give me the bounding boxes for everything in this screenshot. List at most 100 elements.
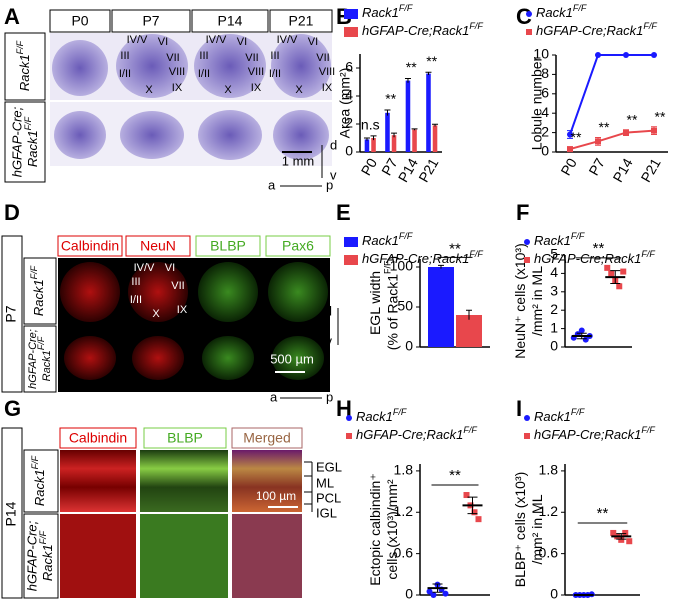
lobule-label: X: [145, 84, 153, 96]
point: [622, 529, 629, 536]
bar: [456, 315, 482, 347]
panel-label: H: [336, 396, 352, 421]
error-bar: [466, 309, 472, 320]
point: [582, 336, 589, 343]
tissue: [120, 111, 184, 159]
y-axis-label: cells (x10³)/mm²: [384, 479, 400, 580]
legend-label: hGFAP-Cre;Rack1F/F: [356, 425, 477, 442]
header-box: [111, 9, 191, 33]
significance: **: [571, 129, 582, 145]
image: [140, 450, 228, 512]
point: [475, 516, 482, 523]
point: [442, 590, 449, 597]
error-bar: [411, 128, 418, 131]
y-tick-label: 100: [390, 258, 414, 274]
legend-label: Rack1F/F: [536, 3, 587, 20]
y-axis-label: /mm² in ML: [529, 266, 545, 336]
error-bar: [370, 135, 377, 141]
compass-label: v: [330, 167, 337, 182]
panel-label: D: [4, 200, 20, 225]
row-box: [23, 257, 57, 325]
tissue: [64, 336, 116, 380]
panel-label: E: [336, 200, 351, 225]
lobule-label: I/II: [269, 68, 281, 80]
scale-bar-label: 1 mm: [282, 153, 315, 168]
tissue: [132, 336, 184, 380]
compass-label: v: [326, 333, 333, 348]
image: [60, 450, 136, 512]
lobule-label: IX: [322, 82, 333, 94]
bar: [385, 112, 390, 152]
x-tick-label: P0: [557, 155, 580, 178]
legend-label: hGFAP-Cre;Rack1F/F: [534, 249, 655, 266]
stain-box: [195, 235, 261, 257]
scale-bar-label: 500 µm: [270, 351, 314, 366]
y-tick-label: 6: [345, 59, 353, 75]
legend-label: Rack1F/F: [362, 231, 413, 248]
y-tick-label: 0: [405, 586, 413, 602]
point: [567, 131, 573, 138]
lobule-label: VII: [245, 52, 258, 64]
age-box: [1, 427, 23, 599]
tissue: [202, 336, 254, 380]
y-tick-label: 1.8: [394, 462, 414, 478]
stain-label: BLBP: [167, 430, 203, 446]
tissue: [194, 34, 266, 98]
row-box: [23, 513, 59, 599]
row-box: [4, 101, 46, 183]
point: [471, 509, 478, 516]
image: [232, 450, 302, 512]
legend-swatch: [346, 415, 352, 421]
lobule-label: IV/V: [134, 262, 155, 274]
panel-label: A: [4, 4, 20, 29]
significance: **: [406, 59, 417, 75]
compass-label: p: [326, 389, 333, 404]
layer-label: IGL: [316, 505, 337, 520]
lobule-label: IX: [177, 304, 188, 316]
y-axis-label: Ectopic calbindin⁺: [367, 473, 383, 585]
lobule-label: IX: [172, 82, 183, 94]
legend-swatch: [344, 255, 358, 265]
y-axis-label: Area (mm²): [337, 68, 353, 139]
error-bar: [616, 533, 627, 540]
age-label: P14: [3, 501, 19, 526]
point: [623, 52, 629, 58]
legend-swatch: [346, 433, 352, 439]
point: [567, 146, 573, 153]
age-label: P7: [3, 305, 19, 322]
y-tick-label: 4: [345, 87, 353, 103]
column-header: P21: [289, 13, 314, 29]
lobule-label: VIII: [169, 66, 186, 78]
lobule-label: X: [295, 84, 303, 96]
lobule-label: III: [120, 50, 129, 62]
error-bar: [391, 132, 398, 138]
bar: [432, 125, 438, 152]
significance: **: [599, 119, 610, 135]
bar: [391, 135, 397, 152]
error-bar: [432, 583, 443, 593]
x-tick-label: P7: [378, 155, 401, 178]
significance: **: [627, 111, 638, 127]
tissue: [116, 34, 188, 98]
row-box: [23, 449, 59, 513]
panel-label: I: [516, 396, 522, 421]
row-label: Rack1F/F: [15, 40, 32, 91]
legend-swatch: [524, 433, 530, 439]
point: [620, 268, 627, 275]
compass-label: a: [270, 389, 278, 404]
legend-label: hGFAP-Cre;Rack1F/F: [362, 21, 483, 38]
lobule-label: X: [152, 308, 160, 320]
legend-label: Rack1F/F: [362, 3, 413, 20]
lobule-label: I/II: [198, 68, 210, 80]
significance: **: [597, 505, 609, 522]
significance: **: [385, 91, 396, 107]
legend-swatch: [344, 237, 358, 247]
bar: [428, 267, 454, 347]
lobule-label: III: [131, 276, 140, 288]
stain-label: Merged: [243, 430, 290, 446]
point: [610, 529, 617, 536]
point: [616, 283, 623, 290]
row-label: hGFAP-Cre;: [9, 106, 24, 177]
tissue: [271, 34, 331, 98]
